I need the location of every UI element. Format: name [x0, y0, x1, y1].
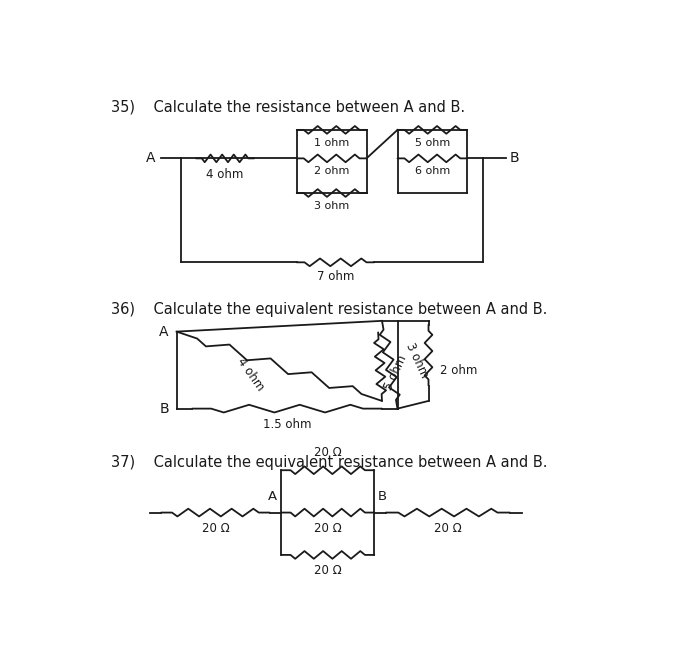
Text: B: B: [510, 151, 519, 165]
Text: 4 ohm: 4 ohm: [234, 355, 266, 393]
Text: 5 ohm: 5 ohm: [414, 138, 450, 147]
Text: A: A: [160, 325, 169, 339]
Text: 7 ohm: 7 ohm: [317, 270, 354, 283]
Text: 20 Ω: 20 Ω: [314, 564, 342, 577]
Text: A: A: [146, 151, 155, 165]
Text: 3 ohm: 3 ohm: [404, 341, 431, 380]
Text: 5 ohm: 5 ohm: [382, 353, 410, 392]
Text: 6 ohm: 6 ohm: [414, 166, 450, 176]
Text: 2 ohm: 2 ohm: [314, 166, 349, 176]
Text: 4 ohm: 4 ohm: [206, 167, 244, 181]
Text: 3 ohm: 3 ohm: [314, 201, 349, 211]
Text: B: B: [378, 490, 387, 503]
Text: B: B: [160, 402, 169, 415]
Text: 20 Ω: 20 Ω: [314, 446, 342, 459]
Text: 2 ohm: 2 ohm: [440, 364, 477, 377]
Text: 35)    Calculate the resistance between A and B.: 35) Calculate the resistance between A a…: [111, 99, 465, 114]
Text: 36)    Calculate the equivalent resistance between A and B.: 36) Calculate the equivalent resistance …: [111, 302, 547, 317]
Text: 37)    Calculate the equivalent resistance between A and B.: 37) Calculate the equivalent resistance …: [111, 455, 547, 470]
Text: 20 Ω: 20 Ω: [314, 522, 342, 535]
Text: 1.5 ohm: 1.5 ohm: [262, 418, 312, 431]
Text: 20 Ω: 20 Ω: [202, 522, 230, 535]
Text: 20 Ω: 20 Ω: [434, 522, 462, 535]
Text: A: A: [268, 490, 277, 503]
Text: 1 ohm: 1 ohm: [314, 138, 349, 147]
